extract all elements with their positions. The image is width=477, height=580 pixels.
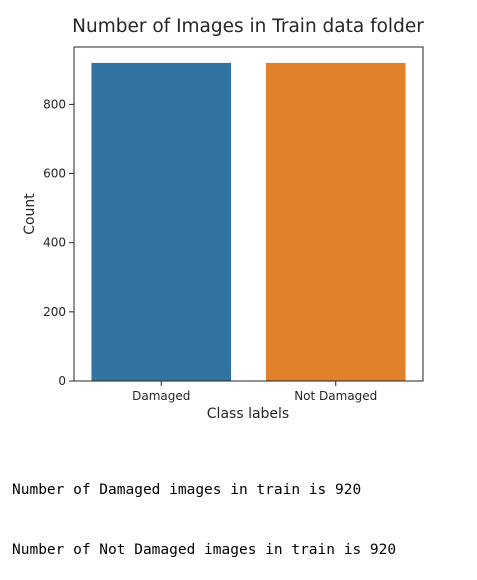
output-line-not-damaged: Number of Not Damaged images in train is… — [12, 542, 397, 558]
y-axis-label: Count — [22, 193, 38, 235]
y-tick-label: 600 — [43, 167, 66, 181]
x-tick-label: Damaged — [132, 389, 190, 403]
x-tick-label: Not Damaged — [294, 389, 377, 403]
x-axis-label: Class labels — [207, 406, 289, 422]
output-line-damaged: Number of Damaged images in train is 920 — [12, 482, 362, 498]
chart-title: Number of Images in Train data folder — [72, 16, 424, 37]
bar-damaged — [91, 62, 232, 382]
plot-frame — [73, 46, 424, 382]
y-tick-label: 0 — [58, 374, 66, 388]
output-text: Number of Damaged images in train is 920… — [12, 440, 396, 580]
bar-not-damaged — [265, 62, 406, 382]
y-tick-label: 800 — [43, 97, 66, 111]
bars-group — [91, 62, 406, 382]
y-axis-ticks: 0 200 400 600 800 — [43, 97, 74, 388]
y-tick-label: 400 — [43, 236, 66, 250]
x-axis-ticks: Damaged Not Damaged — [132, 381, 377, 403]
bar-chart: Number of Images in Train data folder 0 2… — [22, 16, 424, 422]
y-tick-label: 200 — [43, 305, 66, 319]
